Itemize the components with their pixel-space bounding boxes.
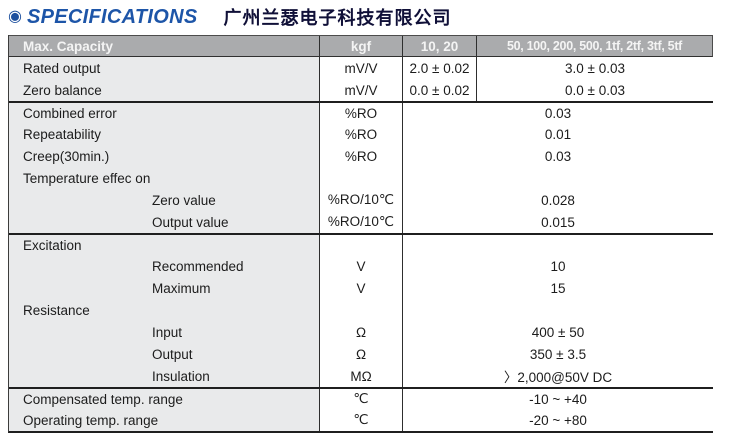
page-header: ◉ SPECIFICATIONS 广州兰瑟电子科技有限公司 bbox=[8, 3, 451, 31]
spec-label-cell: Creep(30min.) bbox=[9, 145, 320, 167]
unit-cell: %RO bbox=[320, 103, 403, 123]
value-cell: 0.015 bbox=[541, 214, 575, 230]
spec-label-cell: Input bbox=[9, 321, 320, 343]
table-row: Operating temp. range ℃ -20 ~ +80 bbox=[9, 409, 713, 431]
spec-label-cell: Zero value bbox=[9, 189, 320, 211]
header-unit-label: kgf bbox=[320, 36, 403, 56]
value-cell bbox=[403, 235, 713, 255]
value-cell: 0.028 bbox=[541, 192, 575, 208]
value-cell: 0.01 bbox=[544, 126, 572, 142]
spec-label-cell: Resistance bbox=[9, 299, 320, 321]
specifications-table: Max. Capacity kgf 10, 20 50, 100, 200, 5… bbox=[8, 35, 713, 433]
table-row: Compensated temp. range ℃ -10 ~ +40 bbox=[9, 387, 713, 409]
spec-label-cell: Output bbox=[9, 343, 320, 365]
unit-cell: MΩ bbox=[320, 365, 403, 387]
table-row: Output Ω 350 ± 3.5 bbox=[9, 343, 713, 365]
unit-cell: Ω bbox=[320, 343, 403, 365]
unit-cell: ℃ bbox=[320, 389, 403, 409]
table-row: Maximum V 15 bbox=[9, 277, 713, 299]
unit-cell bbox=[320, 235, 403, 255]
company-name: 广州兰瑟电子科技有限公司 bbox=[223, 8, 452, 28]
unit-cell bbox=[320, 299, 403, 321]
value-low-cell: 2.0 ± 0.02 bbox=[403, 57, 477, 79]
value-cell: 10 bbox=[550, 258, 566, 274]
unit-cell: %RO/10℃ bbox=[320, 211, 403, 233]
spec-label-cell: Excitation bbox=[9, 235, 320, 255]
table-header-row: Max. Capacity kgf 10, 20 50, 100, 200, 5… bbox=[9, 35, 713, 57]
table-row: Combined error %RO 0.03 bbox=[9, 101, 713, 123]
table-row: Excitation bbox=[9, 233, 713, 255]
spec-label-cell: Temperature effec on bbox=[9, 167, 320, 189]
unit-cell bbox=[320, 167, 403, 189]
value-high-cell: 0.0 ± 0.03 bbox=[565, 82, 625, 98]
table-row: Creep(30min.) %RO 0.03 bbox=[9, 145, 713, 167]
value-cell bbox=[403, 167, 713, 189]
header-capacity-low: 10, 20 bbox=[403, 36, 477, 56]
value-cell: 0.03 bbox=[544, 148, 572, 164]
value-cell bbox=[403, 299, 713, 321]
value-cell: 400 ± 50 bbox=[531, 324, 585, 340]
unit-cell: %RO bbox=[320, 145, 403, 167]
value-cell: -10 ~ +40 bbox=[529, 391, 587, 407]
table-row: Temperature effec on bbox=[9, 167, 713, 189]
unit-cell: ℃ bbox=[320, 409, 403, 431]
spec-label-cell: Operating temp. range bbox=[9, 409, 320, 431]
unit-cell: mV/V bbox=[320, 79, 403, 101]
spec-label-cell: Repeatability bbox=[9, 123, 320, 145]
spec-label-cell: Output value bbox=[9, 211, 320, 233]
unit-cell: %RO/10℃ bbox=[320, 189, 403, 211]
table-row: Recommended V 10 bbox=[9, 255, 713, 277]
header-capacity-high: 50, 100, 200, 500, 1tf, 2tf, 3tf, 5tf bbox=[506, 39, 683, 53]
page-title: SPECIFICATIONS bbox=[26, 5, 198, 28]
table-row: Zero value %RO/10℃ 0.028 bbox=[9, 189, 713, 211]
header-capacity-label: Max. Capacity bbox=[9, 36, 320, 56]
table-row: Output value %RO/10℃ 0.015 bbox=[9, 211, 713, 233]
value-cell: 〉2,000@50V DC bbox=[503, 370, 613, 385]
fisheye-bullet-icon: ◉ bbox=[8, 8, 22, 25]
value-high-cell: 3.0 ± 0.03 bbox=[565, 60, 625, 76]
value-cell: 15 bbox=[550, 280, 566, 296]
spec-label-cell: Zero balance bbox=[9, 79, 320, 101]
spec-label-cell: Compensated temp. range bbox=[9, 389, 320, 409]
spec-label-cell: Insulation bbox=[9, 365, 320, 387]
table-row: Zero balance mV/V 0.0 ± 0.02 0.0 ± 0.03 bbox=[9, 79, 713, 101]
table-body: Rated output mV/V 2.0 ± 0.02 3.0 ± 0.03 Zero… bbox=[9, 57, 713, 431]
spec-label-cell: Maximum bbox=[9, 277, 320, 299]
table-row: Resistance bbox=[9, 299, 713, 321]
spec-label-cell: Combined error bbox=[9, 103, 320, 123]
unit-cell: %RO bbox=[320, 123, 403, 145]
spec-label-cell: Rated output bbox=[9, 57, 320, 79]
value-cell: 350 ± 3.5 bbox=[529, 346, 587, 362]
value-cell: -20 ~ +80 bbox=[529, 412, 587, 428]
table-row: Insulation MΩ 〉2,000@50V DC bbox=[9, 365, 713, 387]
unit-cell: Ω bbox=[320, 321, 403, 343]
unit-cell: V bbox=[320, 277, 403, 299]
spec-label-cell: Recommended bbox=[9, 255, 320, 277]
table-row: Rated output mV/V 2.0 ± 0.02 3.0 ± 0.03 bbox=[9, 57, 713, 79]
unit-cell: V bbox=[320, 255, 403, 277]
unit-cell: mV/V bbox=[320, 57, 403, 79]
table-row: Repeatability %RO 0.01 bbox=[9, 123, 713, 145]
value-low-cell: 0.0 ± 0.02 bbox=[403, 79, 477, 101]
table-row: Input Ω 400 ± 50 bbox=[9, 321, 713, 343]
value-cell: 0.03 bbox=[544, 105, 572, 121]
